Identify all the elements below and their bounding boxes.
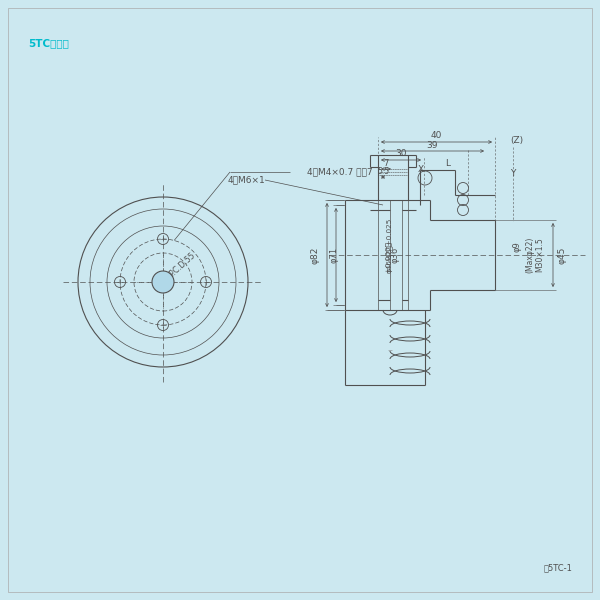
Text: 図5TC-1: 図5TC-1 <box>543 563 572 572</box>
Text: φ36: φ36 <box>391 247 400 263</box>
Text: X: X <box>418 164 424 173</box>
Text: φ9: φ9 <box>512 242 521 253</box>
Text: (Z): (Z) <box>511 136 524 145</box>
Text: φ71: φ71 <box>329 247 338 263</box>
Circle shape <box>152 271 174 293</box>
Text: 7: 7 <box>383 158 389 167</box>
Text: 30: 30 <box>395 149 407 158</box>
Text: P.C.D.55: P.C.D.55 <box>168 250 197 278</box>
Text: 40: 40 <box>431 131 442 140</box>
Text: 5TC寸法図: 5TC寸法図 <box>28 38 69 48</box>
Text: 4－M4×0.7 深サ7: 4－M4×0.7 深サ7 <box>307 167 373 176</box>
Text: (Maxφ22): (Maxφ22) <box>526 237 535 273</box>
Text: L: L <box>445 160 451 169</box>
Text: φ82: φ82 <box>311 247 320 263</box>
Text: φ46H7（+0.025: φ46H7（+0.025 <box>386 217 392 272</box>
Text: 39: 39 <box>427 140 438 149</box>
Text: 5.5: 5.5 <box>377 166 389 175</box>
Text: Y: Y <box>511 169 515 179</box>
Text: φ45: φ45 <box>557 247 566 263</box>
Text: M30×1.5: M30×1.5 <box>536 238 545 272</box>
Text: 4－M6×1: 4－M6×1 <box>227 175 265 185</box>
Text: +0.000）: +0.000） <box>386 242 392 298</box>
